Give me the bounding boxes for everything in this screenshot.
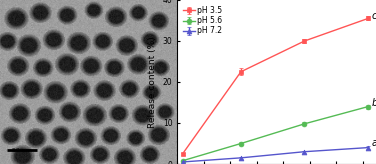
Text: a: a — [372, 138, 376, 148]
Text: c: c — [372, 11, 376, 21]
Text: 50 nm: 50 nm — [12, 148, 32, 153]
Legend: pH 3.5, pH 5.6, pH 7.2: pH 3.5, pH 5.6, pH 7.2 — [181, 4, 224, 38]
Text: b: b — [372, 98, 376, 107]
Y-axis label: Release content (%): Release content (%) — [148, 36, 157, 128]
